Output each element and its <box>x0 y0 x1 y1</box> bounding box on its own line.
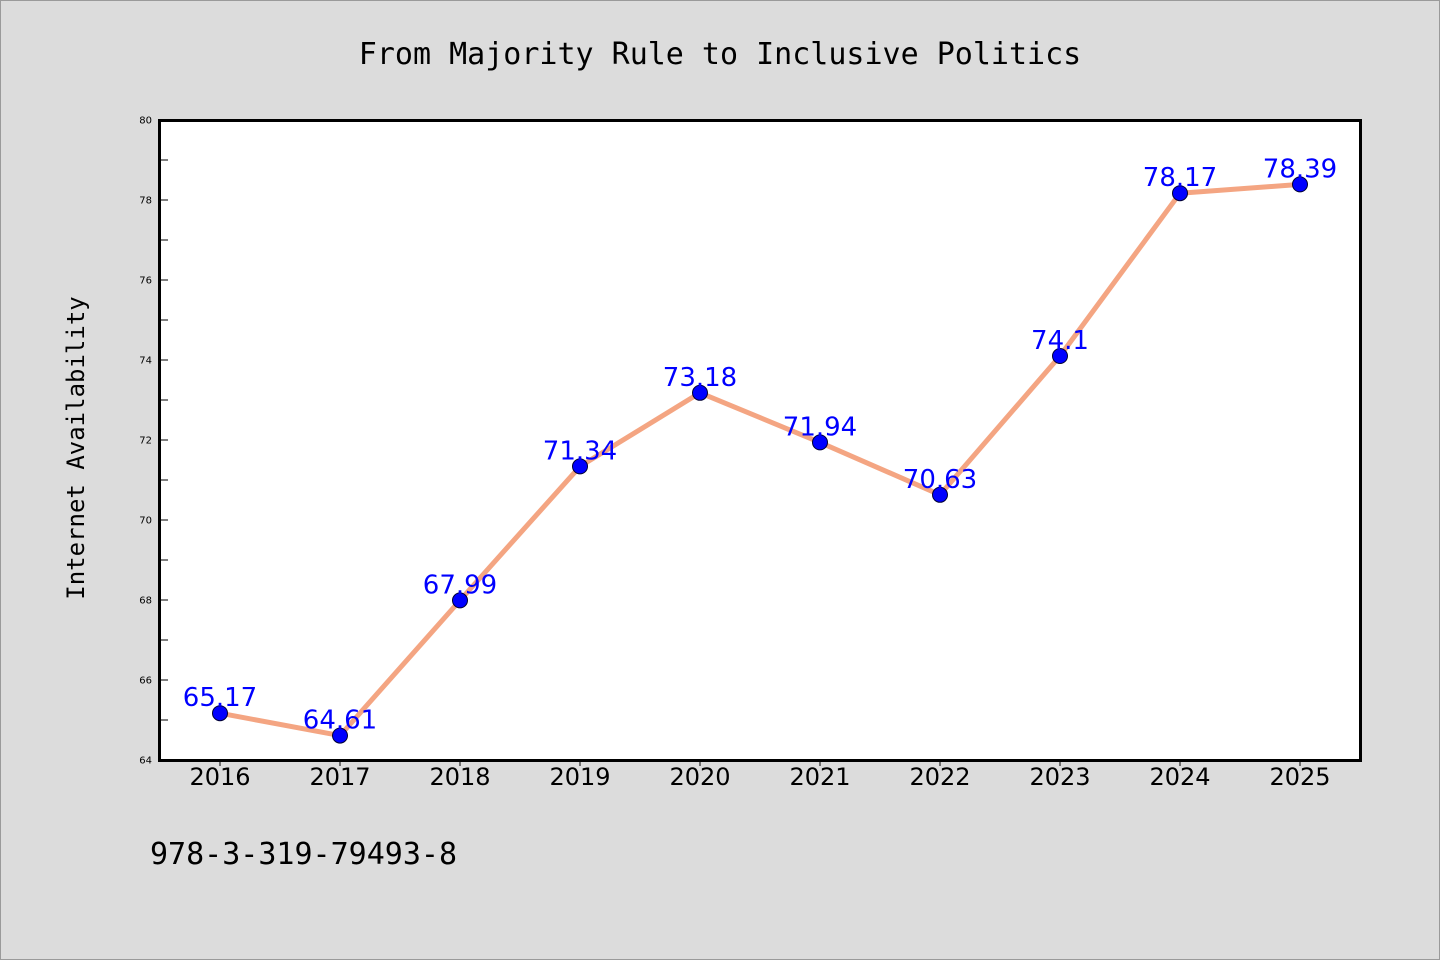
data-label: 64.61 <box>303 706 377 736</box>
x-tick-label: 2024 <box>1149 763 1210 791</box>
x-tick-label: 2025 <box>1269 763 1330 791</box>
data-point <box>332 727 348 744</box>
y-tick-label: 68 <box>139 596 152 607</box>
data-point <box>452 592 468 609</box>
footnote-isbn: 978-3-319-79493-8 <box>150 837 457 872</box>
y-tick-label: 66 <box>139 676 152 687</box>
y-tick-label: 70 <box>139 516 152 527</box>
x-tick-label: 2016 <box>189 763 250 791</box>
x-tick-label: 2018 <box>429 763 490 791</box>
chart-title: From Majority Rule to Inclusive Politics <box>359 37 1081 72</box>
y-tick-label: 76 <box>139 276 152 287</box>
data-point <box>812 434 828 451</box>
data-point <box>692 384 708 401</box>
series-layer: 65.17 64.61 67.99 71.34 73.18 71.94 70.63 74.1 7… <box>183 154 1337 744</box>
y-tick-label: 74 <box>139 356 152 367</box>
x-tick-label: 2019 <box>549 763 610 791</box>
data-label: 73.18 <box>663 363 737 393</box>
y-axis-label: Internet Availability <box>62 296 90 599</box>
data-point <box>212 705 228 722</box>
data-label: 71.94 <box>783 412 857 442</box>
y-tick-label: 72 <box>139 436 152 447</box>
data-label: 67.99 <box>423 570 497 600</box>
data-point <box>1292 176 1308 193</box>
y-axis: 64 66 68 70 72 74 76 78 80 <box>139 116 168 767</box>
x-tick-label: 2023 <box>1029 763 1090 791</box>
x-tick-label: 2021 <box>789 763 850 791</box>
y-tick-label: 80 <box>139 116 152 127</box>
x-tick-label: 2022 <box>909 763 970 791</box>
data-label: 78.39 <box>1263 154 1337 184</box>
data-label: 78.17 <box>1143 163 1217 193</box>
y-tick-label: 64 <box>139 756 152 767</box>
data-point <box>572 458 588 475</box>
x-tick-label: 2020 <box>669 763 730 791</box>
data-label: 70.63 <box>903 465 977 495</box>
data-label: 65.17 <box>183 683 257 713</box>
data-label: 71.34 <box>543 436 617 466</box>
y-tick-label: 78 <box>139 196 152 207</box>
data-label: 74.1 <box>1031 326 1089 356</box>
data-point <box>1172 185 1188 202</box>
data-point <box>932 486 948 503</box>
x-tick-label: 2017 <box>309 763 370 791</box>
plot-area <box>158 119 1362 762</box>
data-point <box>1052 348 1068 364</box>
x-axis: 2016 2017 2018 2019 2020 2021 2022 2023 2024 2025 <box>189 760 1331 791</box>
series-line <box>217 181 1303 739</box>
